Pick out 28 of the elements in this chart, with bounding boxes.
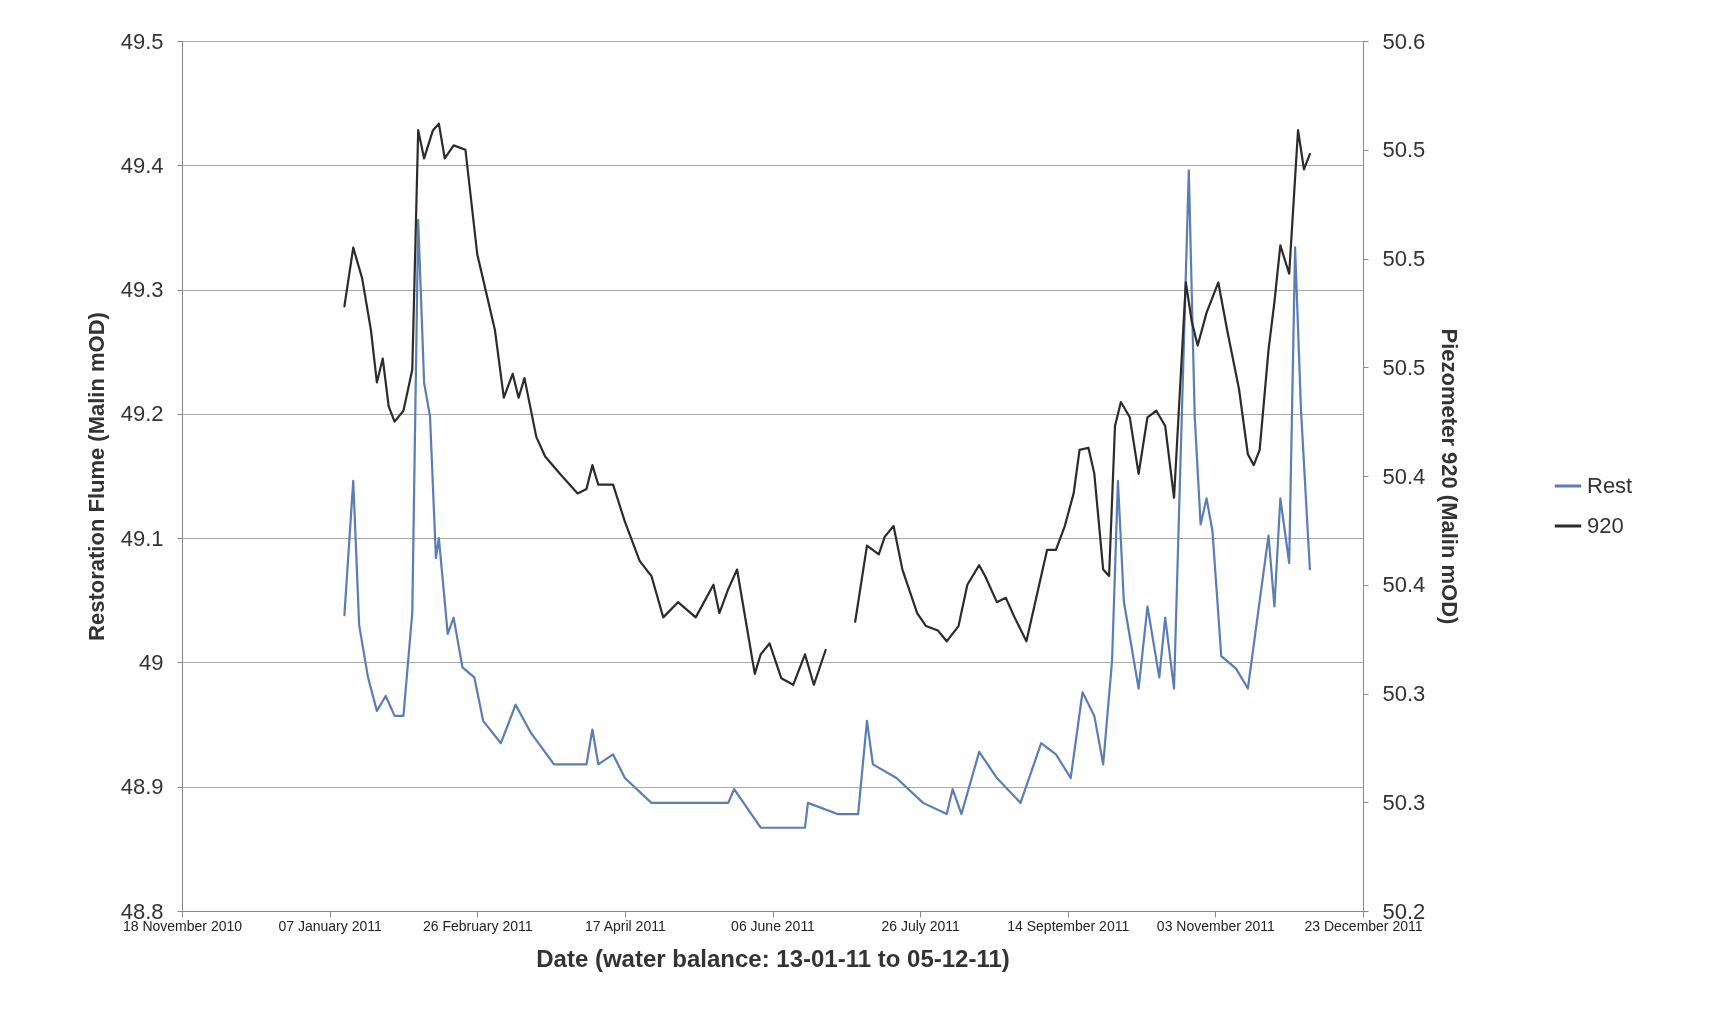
y2-axis-title: Piezometer 920 (Malin mOD) bbox=[1437, 328, 1463, 625]
y2-tick-label: 50.5 bbox=[1382, 137, 1426, 163]
y-tick-label: 49.2 bbox=[120, 401, 164, 427]
y2-tick-label: 50.5 bbox=[1382, 246, 1426, 271]
y2-tick-label: 50.6 bbox=[1382, 28, 1426, 54]
y-tick-label: 49.1 bbox=[120, 525, 164, 551]
y2-tick-label: 50.3 bbox=[1382, 789, 1426, 815]
x-tick-label: 26 February 2011 bbox=[423, 917, 533, 934]
x-axis-title: Date (water balance: 13-01-11 to 05-12-11) bbox=[536, 944, 1010, 972]
y-tick-label: 49.3 bbox=[120, 277, 164, 303]
y-tick-label: 49 bbox=[139, 649, 164, 675]
y-tick-label: 49.4 bbox=[120, 152, 164, 178]
x-tick-label: 17 April 2011 bbox=[585, 917, 666, 934]
x-tick-label: 03 November 2011 bbox=[1156, 917, 1276, 934]
y2-tick-label: 50.3 bbox=[1382, 681, 1426, 706]
y-tick-label: 49.5 bbox=[120, 28, 164, 54]
x-tick-label: 14 September 2011 bbox=[1007, 917, 1130, 934]
y-axis-title: Restoration Flume (Malin mOD) bbox=[83, 312, 109, 641]
y2-tick-label: 50.4 bbox=[1382, 572, 1426, 598]
legend-label: Rest bbox=[1587, 473, 1633, 498]
y2-tick-label: 50.4 bbox=[1382, 463, 1426, 489]
y2-tick-label: 50.5 bbox=[1382, 354, 1426, 380]
legend-label: 920 bbox=[1587, 513, 1624, 538]
y-tick-label: 48.9 bbox=[120, 774, 164, 800]
x-tick-label: 07 January 2011 bbox=[278, 917, 382, 934]
x-tick-label: 06 June 2011 bbox=[731, 917, 816, 934]
x-tick-label: 26 July 2011 bbox=[881, 917, 961, 934]
line-series bbox=[343, 169, 1311, 829]
